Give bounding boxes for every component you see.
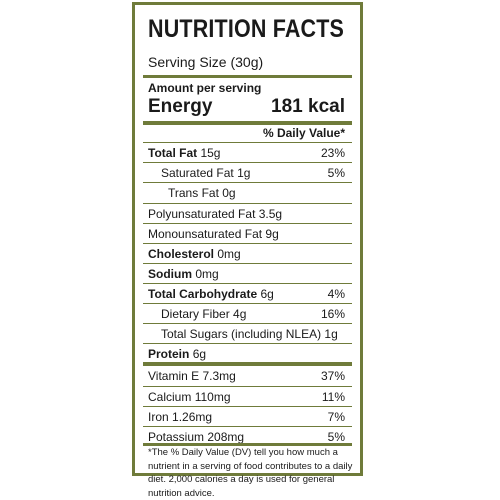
nutrient-name: Total Carbohydrate <box>148 287 258 301</box>
nutrient-name: Vitamin E <box>148 369 200 383</box>
nutrient-label: Total Fat 15g <box>148 146 220 160</box>
nutrient-row-total-sugars: Total Sugars (including NLEA) 1g <box>143 323 352 344</box>
nutrient-amount: 4g <box>233 307 247 321</box>
nutrient-amount: 0g <box>222 186 236 200</box>
daily-value-percent: 37% <box>320 369 345 383</box>
nutrient-amount: 9g <box>265 227 279 241</box>
daily-value-percent: 4% <box>327 287 345 301</box>
nutrient-name: Saturated Fat <box>161 166 234 180</box>
nutrient-name: Potassium <box>148 430 205 444</box>
nutrient-amount: 1g <box>324 327 338 341</box>
nutrient-label: Monounsaturated Fat 9g <box>148 227 279 241</box>
nutrient-row-sodium: Sodium 0mg <box>143 263 352 284</box>
nutrient-name: Protein <box>148 347 190 361</box>
nutrient-name: Total Fat <box>148 146 198 160</box>
nutrient-row-saturated-fat: Saturated Fat 1g 5% <box>143 162 352 183</box>
nutrient-row-monounsaturated-fat: Monounsaturated Fat 9g <box>143 223 352 244</box>
nutrient-name: Calcium <box>148 390 192 404</box>
nutrient-amount: 1.26mg <box>172 410 213 424</box>
nutrient-name: Total Sugars (including NLEA) <box>161 327 322 341</box>
nutrient-name: Cholesterol <box>148 247 215 261</box>
nutrient-row-total-fat: Total Fat 15g 23% <box>143 142 352 163</box>
nutrient-label: Sodium 0mg <box>148 267 219 281</box>
nutrient-row-calcium: Calcium 110mg 11% <box>143 386 352 407</box>
panel-title: NUTRITION FACTS <box>148 15 345 43</box>
nutrient-label: Iron 1.26mg <box>148 410 212 424</box>
nutrient-row-trans-fat: Trans Fat 0g <box>143 182 352 203</box>
thick-divider <box>143 121 352 125</box>
nutrient-name: Iron <box>148 410 169 424</box>
nutrient-amount: 1g <box>237 166 251 180</box>
thick-divider <box>143 443 352 446</box>
energy-label: Energy <box>148 96 213 117</box>
nutrient-amount: 15g <box>200 146 221 160</box>
nutrient-amount: 6g <box>192 347 207 361</box>
nutrient-label: Saturated Fat 1g <box>161 166 250 180</box>
daily-value-percent: 23% <box>320 146 345 160</box>
nutrient-name: Trans Fat <box>168 186 219 200</box>
nutrient-label: Polyunsaturated Fat 3.5g <box>148 207 282 221</box>
daily-value-percent: 7% <box>327 410 345 424</box>
amount-per-serving-label: Amount per serving <box>148 81 262 95</box>
nutrient-label: Potassium 208mg <box>148 430 244 444</box>
nutrient-name: Polyunsaturated Fat <box>148 207 256 221</box>
thick-divider <box>143 362 352 366</box>
nutrient-label: Trans Fat 0g <box>168 186 236 200</box>
nutrient-row-potassium: Potassium 208mg 5% <box>143 426 352 447</box>
nutrient-row-dietary-fiber: Dietary Fiber 4g 16% <box>143 303 352 324</box>
nutrient-row-protein: Protein 6g <box>143 343 352 364</box>
nutrient-amount: 208mg <box>207 430 245 444</box>
serving-size: Serving Size (30g) <box>148 54 264 70</box>
nutrient-name: Monounsaturated Fat <box>148 227 263 241</box>
nutrient-amount: 0mg <box>217 247 241 261</box>
nutrient-row-total-carbohydrate: Total Carbohydrate 6g 4% <box>143 283 352 304</box>
nutrient-label: Cholesterol 0mg <box>148 247 241 261</box>
daily-value-percent: 5% <box>327 166 345 180</box>
daily-value-header: % Daily Value* <box>262 126 345 140</box>
nutrient-name: Sodium <box>148 267 192 281</box>
nutrient-row-iron: Iron 1.26mg 7% <box>143 406 352 427</box>
nutrient-label: Total Carbohydrate 6g <box>148 287 274 301</box>
nutrient-amount: 0mg <box>195 267 219 281</box>
daily-value-percent: 5% <box>327 430 345 444</box>
nutrient-row-cholesterol: Cholesterol 0mg <box>143 243 352 264</box>
nutrient-amount: 3.5g <box>258 207 283 221</box>
nutrition-facts-panel: NUTRITION FACTS Serving Size (30g) Amoun… <box>132 2 363 499</box>
nutrient-label: Calcium 110mg <box>148 390 231 404</box>
nutrient-row-vitamin-e: Vitamin E 7.3mg 37% <box>143 366 352 386</box>
nutrient-amount: 6g <box>260 287 274 301</box>
nutrient-amount: 7.3mg <box>202 369 236 383</box>
nutrient-label: Dietary Fiber 4g <box>161 307 246 321</box>
energy-value: 181 kcal <box>271 96 345 117</box>
footnote: *The % Daily Value (DV) tell you how muc… <box>148 447 353 499</box>
thick-divider <box>143 75 352 78</box>
daily-value-percent: 16% <box>320 307 345 321</box>
nutrient-amount: 110mg <box>194 390 231 404</box>
nutrient-label: Vitamin E 7.3mg <box>148 369 236 383</box>
nutrient-label: Total Sugars (including NLEA) 1g <box>161 327 338 341</box>
nutrient-name: Dietary Fiber <box>161 307 230 321</box>
daily-value-percent: 11% <box>321 390 345 404</box>
nutrient-row-polyunsaturated-fat: Polyunsaturated Fat 3.5g <box>143 203 352 224</box>
nutrient-label: Protein 6g <box>148 347 206 361</box>
